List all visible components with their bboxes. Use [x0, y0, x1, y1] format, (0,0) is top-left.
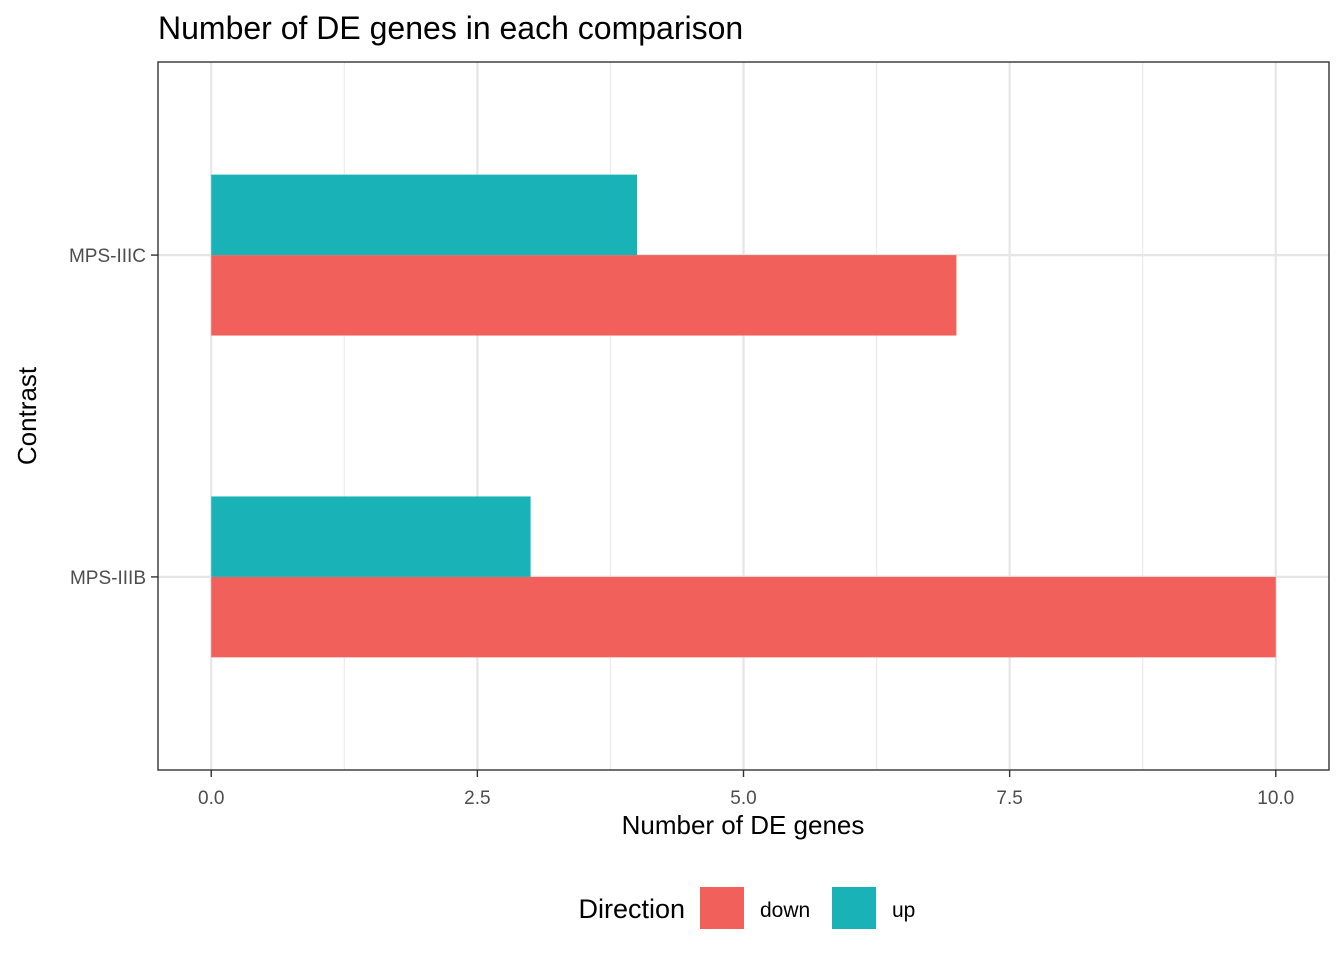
legend-label-up: up	[892, 899, 915, 922]
legend-title: Direction	[578, 894, 685, 924]
x-tick-label: 0.0	[198, 788, 224, 809]
x-tick-label: 5.0	[730, 788, 756, 809]
x-axis-title: Number of DE genes	[622, 810, 865, 840]
legend: Direction down up	[578, 887, 915, 929]
x-tick-label: 7.5	[996, 788, 1022, 809]
legend-key-up	[832, 887, 876, 929]
y-tick-label-mps-iiib: MPS-IIIB	[70, 568, 146, 589]
bar-up-mps-iiic	[211, 174, 638, 256]
x-tick-label: 2.5	[464, 788, 490, 809]
plot-panel: 0.0 2.5 5.0 7.5 10.0 MPS-IIIB MPS-IIIC	[69, 61, 1330, 809]
x-tick-label: 10.0	[1257, 788, 1294, 809]
bar-down-mps-iiib	[211, 576, 1276, 658]
bar-down-mps-iiic	[211, 255, 957, 336]
legend-label-down: down	[760, 899, 810, 922]
chart-title: Number of DE genes in each comparison	[158, 10, 743, 46]
y-tick-label-mps-iiic: MPS-IIIC	[69, 246, 146, 267]
bar-up-mps-iiib	[211, 496, 531, 577]
legend-key-down	[700, 887, 744, 929]
y-axis-title: Contrast	[12, 366, 42, 465]
